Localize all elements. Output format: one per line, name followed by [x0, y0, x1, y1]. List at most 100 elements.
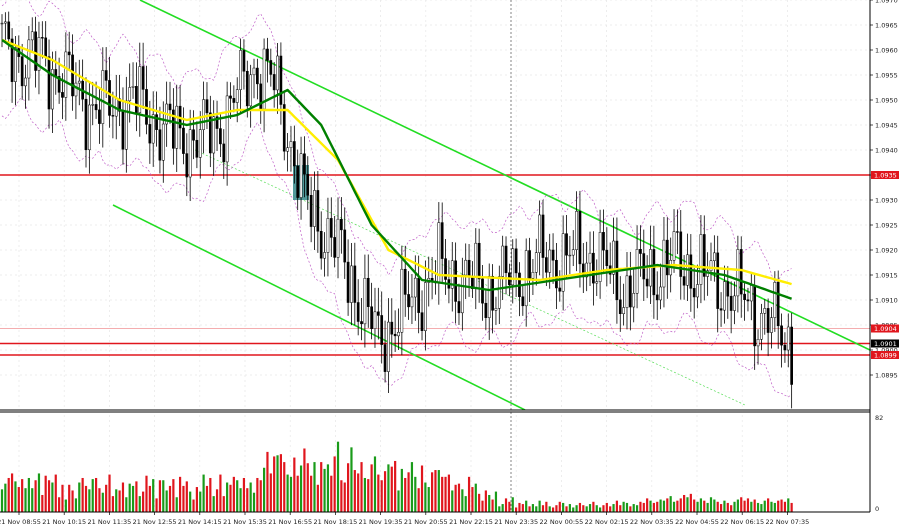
candle-body	[269, 60, 273, 75]
candle-body	[494, 308, 498, 311]
candle-body	[175, 105, 179, 149]
volume-bar	[313, 462, 316, 512]
volume-bar	[273, 456, 276, 512]
time-tick-label: 22 Nov 06:15	[720, 518, 764, 526]
volume-bar	[679, 498, 682, 512]
time-tick-label: 21 Nov 14:15	[178, 518, 222, 526]
candle-body	[501, 245, 505, 277]
volume-bar	[585, 506, 588, 512]
volume-bar	[383, 471, 387, 512]
volume-bar	[215, 489, 219, 512]
volume-bar	[538, 500, 541, 512]
volume-bar	[656, 501, 659, 512]
level-label-box	[871, 324, 899, 333]
candle-body	[141, 66, 145, 90]
candle-body	[511, 248, 515, 286]
time-tick-label: 22 Nov 07:35	[765, 518, 809, 526]
candle-body	[135, 86, 138, 114]
candle-body	[481, 278, 484, 304]
candle-body	[689, 254, 693, 289]
volume-bar	[380, 480, 383, 512]
candle-body	[598, 232, 602, 282]
candle-body	[679, 231, 683, 277]
volume-bar	[693, 499, 696, 512]
volume-bar	[488, 494, 491, 512]
volume-bar	[451, 490, 454, 512]
volume-bar	[54, 474, 57, 512]
candle-body	[618, 299, 622, 314]
candle-body	[424, 282, 427, 331]
candle-body	[672, 231, 676, 261]
volume-bar	[24, 488, 27, 512]
volume-bar	[706, 502, 709, 512]
candle-body	[531, 272, 535, 279]
volume-bar	[740, 497, 743, 512]
candle-body	[319, 230, 323, 259]
volume-bar	[37, 473, 41, 512]
candle-body	[612, 240, 615, 275]
candle-body	[168, 103, 172, 111]
volume-bar	[256, 477, 259, 512]
candle-body	[363, 277, 367, 325]
candle-body	[541, 214, 545, 258]
volume-bar	[592, 501, 595, 512]
price-tick-label: 1.0895	[875, 371, 898, 379]
volume-bar	[713, 499, 716, 512]
volume-bar	[370, 464, 373, 512]
candle-body	[185, 153, 189, 178]
time-tick-label: 21 Nov 19:35	[359, 518, 403, 526]
volume-bar	[172, 479, 175, 512]
time-tick-label: 21 Nov 10:15	[42, 518, 86, 526]
candle-body	[61, 92, 64, 98]
volume-bar	[51, 482, 54, 512]
volume-bar	[64, 499, 67, 512]
volume-bar	[178, 476, 182, 512]
candle-body	[292, 141, 296, 167]
candle-body	[64, 51, 68, 98]
volume-bar	[226, 482, 229, 512]
level-label: 1.0935	[874, 171, 897, 179]
level-label-box	[871, 351, 899, 359]
volume-bar	[767, 498, 770, 512]
candle-body	[272, 74, 276, 91]
candle-body	[575, 211, 578, 250]
candle-body	[229, 95, 232, 99]
candle-body	[555, 259, 558, 289]
volume-bar	[252, 492, 256, 512]
candle-body	[266, 48, 269, 61]
time-tick-label: 21 Nov 08:55	[0, 518, 41, 526]
candle-body	[242, 50, 246, 72]
volume-bar	[78, 482, 81, 512]
candle-body	[138, 66, 142, 114]
candle-body	[326, 218, 330, 253]
candle-body	[279, 55, 283, 105]
candle-body	[44, 37, 48, 57]
volume-bar	[471, 487, 474, 512]
candle-body	[306, 173, 310, 196]
volume-bar	[478, 493, 481, 512]
volume-bar	[635, 505, 639, 512]
candle-body	[726, 281, 730, 297]
candle-body	[356, 302, 360, 322]
volume-bar	[212, 496, 215, 512]
volume-bar	[105, 484, 108, 512]
volume-bar	[400, 468, 403, 512]
candle-body	[299, 153, 303, 198]
candle-body	[387, 321, 390, 372]
candle-body	[101, 70, 105, 124]
volume-bar	[777, 500, 780, 512]
volume-bar	[249, 482, 252, 512]
candle-body	[366, 277, 370, 307]
candle-body	[783, 344, 787, 351]
volume-bar	[602, 505, 605, 512]
volume-bar	[686, 497, 689, 512]
candle-body	[383, 344, 387, 372]
candle-body	[749, 285, 753, 302]
candle-body	[376, 311, 380, 316]
candle-body	[225, 95, 229, 163]
candle-body	[595, 281, 599, 284]
candle-body	[215, 116, 219, 129]
volume-bar	[646, 498, 649, 512]
candle-body	[343, 229, 347, 263]
volume-bar	[276, 455, 279, 512]
